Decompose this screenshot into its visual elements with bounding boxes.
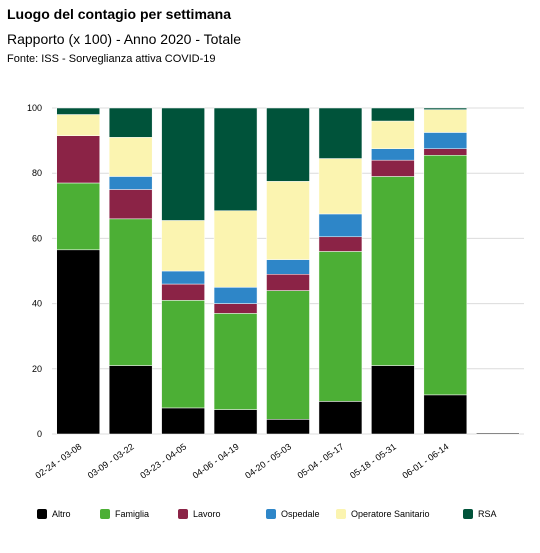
chart-subtitle: Rapporto (x 100) - Anno 2020 - Totale bbox=[7, 31, 242, 47]
y-tick-label: 0 bbox=[37, 429, 42, 439]
bar-segment-lavoro[interactable] bbox=[213, 303, 258, 314]
bar-segment-operatore-sanitario[interactable] bbox=[56, 114, 100, 136]
x-tick-label: 05-18 - 05-31 bbox=[348, 441, 398, 480]
chart-source: Fonte: ISS - Sorveglianza attiva COVID-1… bbox=[7, 53, 216, 65]
bar-segment-operatore-sanitario[interactable] bbox=[213, 210, 258, 288]
bar-segment-altro[interactable] bbox=[213, 409, 258, 435]
legend-swatch bbox=[336, 509, 346, 519]
y-axis-ticks: 0 20 40 60 80 100 bbox=[27, 103, 42, 439]
y-tick-label: 100 bbox=[27, 103, 42, 113]
bar-segment-lavoro[interactable] bbox=[266, 274, 310, 291]
legend-label: Altro bbox=[52, 509, 71, 519]
y-tick-label: 60 bbox=[32, 233, 42, 243]
bar-segment-rsa[interactable] bbox=[161, 107, 205, 221]
bar-segment-famiglia[interactable] bbox=[161, 300, 205, 409]
legend-swatch bbox=[266, 509, 276, 519]
bar-segment-lavoro[interactable] bbox=[161, 283, 205, 301]
legend-item[interactable]: Altro bbox=[37, 509, 71, 519]
bar-segment-famiglia[interactable] bbox=[423, 155, 468, 396]
bar-segment-operatore-sanitario[interactable] bbox=[371, 120, 415, 149]
bar-segment-operatore-sanitario[interactable] bbox=[266, 181, 310, 260]
bar-segment-ospedale[interactable] bbox=[213, 287, 258, 304]
chart-title: Luogo del contagio per settimana bbox=[7, 6, 232, 22]
bar-segment-rsa[interactable] bbox=[423, 107, 468, 110]
bar-segment-operatore-sanitario[interactable] bbox=[423, 109, 468, 133]
bar-segment-ospedale[interactable] bbox=[161, 270, 205, 285]
bar-segment-altro[interactable] bbox=[266, 419, 310, 435]
bar-segment-rsa[interactable] bbox=[318, 107, 363, 159]
bar-segment-operatore-sanitario[interactable] bbox=[318, 158, 363, 215]
y-tick-label: 20 bbox=[32, 364, 42, 374]
bar-segment-altro[interactable] bbox=[161, 407, 205, 435]
legend: Altro Famiglia Lavoro Ospedale Operatore San… bbox=[37, 509, 497, 519]
bars bbox=[56, 107, 520, 435]
bar-segment-famiglia[interactable] bbox=[266, 290, 310, 420]
legend-item[interactable]: Operatore Sanitario bbox=[336, 509, 430, 519]
legend-swatch bbox=[178, 509, 188, 519]
legend-label: Ospedale bbox=[281, 509, 320, 519]
bar-segment-altro[interactable] bbox=[476, 432, 520, 435]
bar-segment-lavoro[interactable] bbox=[56, 135, 100, 184]
x-tick-label: 03-09 - 03-22 bbox=[86, 441, 136, 480]
bar-segment-lavoro[interactable] bbox=[371, 159, 415, 177]
bar-segment-altro[interactable] bbox=[371, 365, 415, 435]
legend-item[interactable]: Ospedale bbox=[266, 509, 320, 519]
bar-segment-lavoro[interactable] bbox=[423, 148, 468, 156]
bar-segment-rsa[interactable] bbox=[371, 107, 415, 122]
bar-segment-ospedale[interactable] bbox=[108, 176, 153, 190]
bar-segment-famiglia[interactable] bbox=[371, 176, 415, 366]
bar-segment-ospedale[interactable] bbox=[371, 148, 415, 161]
bar-segment-altro[interactable] bbox=[423, 394, 468, 435]
bar-segment-famiglia[interactable] bbox=[56, 182, 100, 251]
x-tick-label: 02-24 - 03-08 bbox=[33, 441, 83, 480]
bar-segment-lavoro[interactable] bbox=[108, 189, 153, 220]
legend-item[interactable]: RSA bbox=[463, 509, 497, 519]
legend-item[interactable]: Lavoro bbox=[178, 509, 221, 519]
legend-label: Operatore Sanitario bbox=[351, 509, 430, 519]
bar-segment-famiglia[interactable] bbox=[108, 218, 153, 366]
y-tick-label: 40 bbox=[32, 299, 42, 309]
y-tick-label: 80 bbox=[32, 168, 42, 178]
bar-segment-famiglia[interactable] bbox=[213, 313, 258, 410]
x-tick-label: 04-06 - 04-19 bbox=[191, 441, 241, 480]
bar-segment-famiglia[interactable] bbox=[318, 251, 363, 402]
legend-swatch bbox=[37, 509, 47, 519]
bar-segment-altro[interactable] bbox=[108, 365, 153, 435]
x-tick-label: 03-23 - 04-05 bbox=[138, 441, 188, 480]
legend-label: Famiglia bbox=[115, 509, 149, 519]
x-tick-label: 04-20 - 05-03 bbox=[243, 441, 293, 480]
bar-segment-operatore-sanitario[interactable] bbox=[108, 137, 153, 177]
x-axis-ticks: 02-24 - 03-08 03-09 - 03-22 03-23 - 04-05 0… bbox=[33, 441, 450, 480]
legend-label: Lavoro bbox=[193, 509, 221, 519]
legend-swatch bbox=[463, 509, 473, 519]
bar-segment-ospedale[interactable] bbox=[318, 213, 363, 238]
bar-segment-ospedale[interactable] bbox=[423, 132, 468, 149]
bar-segment-altro[interactable] bbox=[318, 401, 363, 435]
bar-segment-ospedale[interactable] bbox=[266, 259, 310, 275]
legend-item[interactable]: Famiglia bbox=[100, 509, 149, 519]
legend-label: RSA bbox=[478, 509, 497, 519]
bar-segment-rsa[interactable] bbox=[266, 107, 310, 182]
bar-segment-rsa[interactable] bbox=[213, 107, 258, 211]
bar-segment-operatore-sanitario[interactable] bbox=[161, 220, 205, 272]
bar-segment-rsa[interactable] bbox=[108, 107, 153, 138]
legend-swatch bbox=[100, 509, 110, 519]
bar-segment-rsa[interactable] bbox=[56, 107, 100, 115]
x-tick-label: 06-01 - 06-14 bbox=[400, 441, 450, 480]
bar-segment-altro[interactable] bbox=[56, 249, 100, 435]
x-tick-label: 05-04 - 05-17 bbox=[296, 441, 346, 480]
bar-segment-lavoro[interactable] bbox=[318, 236, 363, 252]
